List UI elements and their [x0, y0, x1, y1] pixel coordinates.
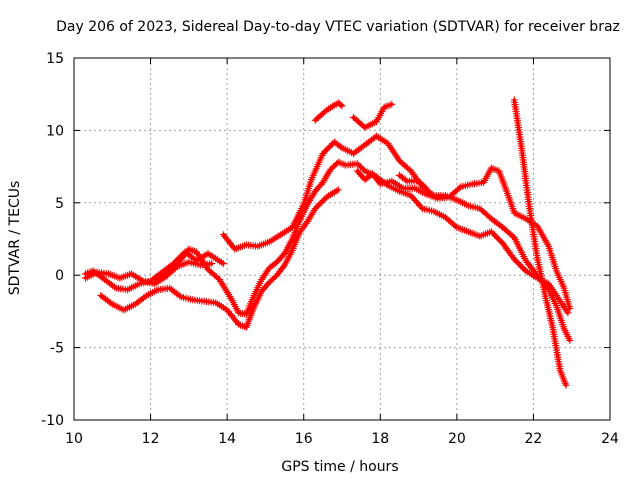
x-tick-label: 16	[295, 431, 313, 447]
series-track-3	[97, 186, 342, 331]
series-markers	[219, 132, 574, 344]
chart-title: Day 206 of 2023, Sidereal Day-to-day VTE…	[56, 19, 620, 35]
data-series	[82, 96, 574, 389]
series-track-4	[154, 158, 572, 318]
series-track-2	[82, 258, 216, 288]
x-tick-label: 18	[371, 431, 389, 447]
series-track-9	[395, 171, 430, 192]
x-tick-label: 14	[218, 431, 236, 447]
y-tick-label: 10	[46, 123, 64, 139]
x-tick-label: 22	[525, 431, 543, 447]
series-markers	[311, 99, 346, 124]
series-markers	[350, 100, 396, 131]
y-tick-label: 15	[46, 51, 64, 67]
x-axis-label: GPS time / hours	[281, 459, 398, 475]
x-tick-label: 10	[65, 431, 83, 447]
series-line	[355, 166, 572, 311]
x-tick-label: 20	[448, 431, 466, 447]
grid-lines	[74, 58, 610, 420]
y-axis-label: SDTVAR / TECUs	[7, 181, 23, 296]
y-tick-label: -5	[50, 341, 64, 357]
y-tick-label: 5	[55, 196, 64, 212]
series-track-8	[353, 164, 574, 312]
y-tick-label: 0	[55, 268, 64, 284]
series-markers	[82, 258, 216, 288]
y-tick-label: -10	[41, 413, 64, 429]
series-markers	[97, 186, 342, 331]
series-markers	[395, 171, 430, 192]
series-track-6	[311, 99, 346, 124]
series-markers	[353, 164, 574, 312]
series-line	[512, 98, 568, 387]
axis-ticks: 10 12 14 16 18 20 22 24 -10 -5 0 5 10 15	[41, 51, 619, 447]
x-tick-label: 12	[142, 431, 160, 447]
series-track-7	[350, 100, 396, 131]
series-track-5	[219, 132, 574, 344]
x-tick-label: 24	[601, 431, 619, 447]
series-track-10	[510, 96, 570, 389]
series-markers	[510, 96, 570, 389]
series-markers	[154, 158, 572, 318]
plot-frame	[73, 57, 611, 421]
